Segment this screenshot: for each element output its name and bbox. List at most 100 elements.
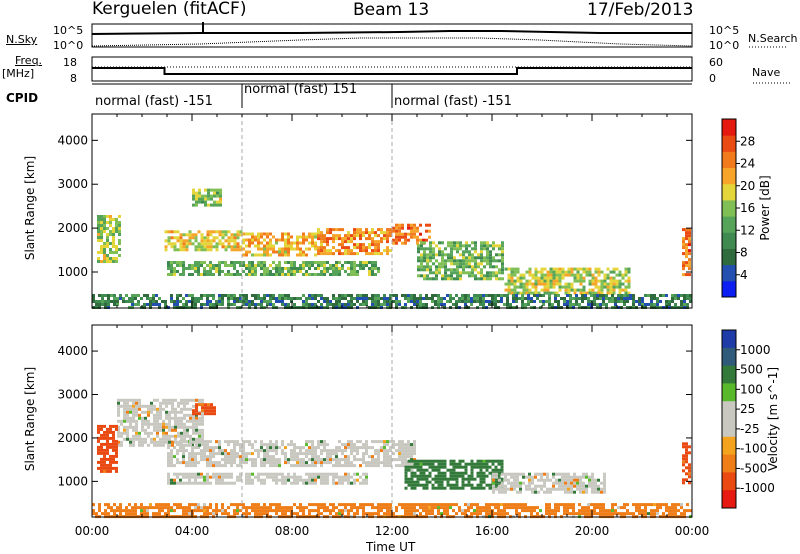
heatmap-cell (109, 215, 112, 218)
heatmap-cell (413, 303, 416, 306)
heatmap-cell (323, 237, 326, 241)
heatmap-cell (465, 271, 468, 275)
heatmap-cell (524, 503, 527, 507)
heatmap-cell (555, 291, 559, 295)
heatmap-cell (599, 509, 602, 513)
heatmap-cell (97, 466, 100, 470)
heatmap-cell (129, 416, 132, 420)
heatmap-cell (335, 264, 338, 267)
heatmap-cell (413, 462, 417, 466)
heatmap-cell (549, 270, 553, 274)
heatmap-cell (296, 247, 299, 251)
heatmap-cell (182, 297, 185, 300)
heatmap-cell (314, 297, 317, 300)
heatmap-cell (263, 458, 266, 462)
heatmap-cell (112, 448, 115, 452)
heatmap-cell (218, 475, 221, 479)
y-tick-label: 2000 (57, 221, 88, 235)
heatmap-cell (492, 478, 495, 482)
heatmap-cell (269, 238, 272, 242)
heatmap-cell (212, 464, 215, 468)
heatmap-cell (233, 303, 236, 306)
heatmap-cell (203, 506, 206, 510)
heatmap-cell (218, 267, 221, 270)
heatmap-cell (569, 297, 572, 300)
heatmap-cell (164, 248, 168, 252)
heatmap-cell (350, 449, 353, 453)
heatmap-cell (182, 458, 185, 462)
heatmap-cell (293, 455, 296, 459)
heatmap-cell (182, 270, 185, 273)
heatmap-cell (206, 464, 209, 468)
heatmap-cell (593, 509, 596, 513)
heatmap-cell (392, 512, 395, 516)
heatmap-cell (389, 461, 392, 465)
heatmap-cell (134, 303, 137, 306)
heatmap-cell (323, 246, 326, 250)
heatmap-cell (588, 484, 591, 488)
heatmap-cell (103, 433, 106, 437)
heatmap-cell (311, 235, 314, 239)
heatmap-cell (326, 509, 329, 513)
heatmap-cell (272, 461, 275, 465)
heatmap-cell (278, 238, 281, 242)
heatmap-cell (689, 509, 692, 513)
heatmap-cell (177, 440, 180, 444)
heatmap-cell (440, 477, 444, 481)
heatmap-cell (593, 512, 596, 516)
heatmap-cell (164, 506, 167, 510)
heatmap-cell (332, 294, 335, 297)
heatmap-cell (437, 503, 440, 507)
heatmap-cell (479, 483, 483, 487)
heatmap-cell (165, 434, 168, 438)
heatmap-cell (168, 419, 171, 423)
heatmap-cell (627, 291, 631, 295)
heatmap-cell (197, 481, 200, 485)
heatmap-cell (437, 462, 441, 466)
heatmap-cell (420, 265, 423, 269)
heatmap-cell (278, 253, 281, 257)
heatmap-cell (299, 241, 302, 245)
heatmap-cell (594, 490, 597, 494)
heatmap-cell (600, 279, 604, 283)
heatmap-cell (302, 241, 305, 245)
heatmap-cell (623, 294, 626, 297)
heatmap-cell (395, 449, 398, 453)
heatmap-cell (344, 475, 347, 479)
heatmap-cell (603, 478, 606, 482)
heatmap-cell (465, 250, 468, 254)
heatmap-cell (218, 452, 221, 456)
power-colorbar-tick-label: 24 (740, 157, 755, 171)
heatmap-cell (573, 267, 577, 271)
heatmap-cell (569, 506, 572, 510)
heatmap-cell (206, 478, 209, 482)
heatmap-cell (627, 279, 631, 283)
heatmap-cell (100, 239, 103, 242)
heatmap-cell (464, 471, 468, 475)
heatmap-cell (476, 294, 479, 297)
heatmap-cell (498, 484, 501, 488)
heatmap-cell (395, 229, 398, 233)
heatmap-cell (257, 264, 260, 267)
heatmap-cell (272, 446, 275, 450)
heatmap-cell (284, 512, 287, 516)
heatmap-cell (197, 245, 201, 249)
heatmap-cell (224, 458, 227, 462)
heatmap-cell (566, 506, 569, 510)
heatmap-cell (192, 413, 195, 417)
heatmap-cell (576, 484, 579, 488)
heatmap-cell (570, 282, 574, 286)
heatmap-cell (103, 436, 106, 440)
heatmap-cell (377, 294, 380, 297)
heatmap-cell (251, 261, 254, 264)
heatmap-cell (170, 481, 173, 485)
heatmap-cell (206, 233, 210, 237)
heatmap-cell (106, 221, 109, 224)
heatmap-cell (674, 503, 677, 507)
heatmap-cell (455, 486, 459, 490)
heatmap-cell (209, 503, 212, 507)
heatmap-cell (356, 231, 359, 235)
heatmap-cell (213, 203, 216, 207)
heatmap-cell (179, 273, 182, 276)
heatmap-cell (570, 484, 573, 488)
